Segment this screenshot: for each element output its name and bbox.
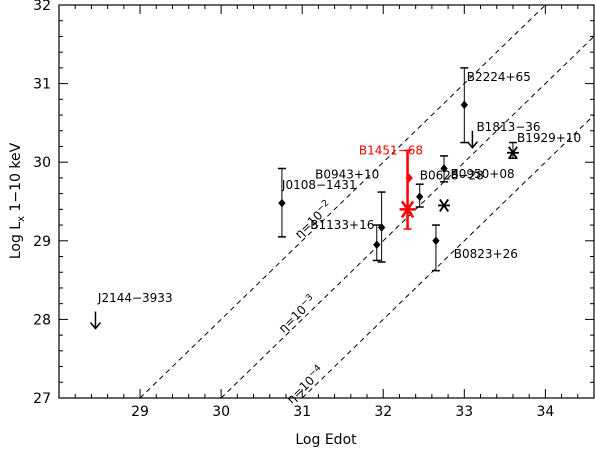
diamond-marker [416,192,424,202]
efficiency-line [301,114,595,399]
diamond-marker [278,198,286,208]
x-tick-label: 31 [293,404,311,420]
x-axis-title: Log Edot [295,432,357,448]
point-label: B1451−68 [359,143,423,157]
y-tick-label: 32 [33,0,51,14]
efficiency-line [139,4,546,399]
y-axis-title-sub: x [16,216,27,222]
diamond-marker [373,240,381,249]
y-tick-label: 27 [33,391,51,407]
y-tick-label: 31 [33,77,51,93]
y-axis-title-main: Log L [8,222,24,259]
diamond-marker [440,164,448,173]
axis-ticks: 29 30 31 32 33 34 27 28 29 30 31 32 [33,0,595,420]
point-label: J0108−1431 [281,178,357,192]
star-marker [508,146,518,160]
y-axis-title-rest: 1−10 keV [8,142,24,216]
diamond-marker [405,173,413,183]
y-tick-label: 29 [33,234,51,250]
y-axis-title: Log Lx 1−10 keV [8,142,27,259]
point-label: B2224+65 [467,70,531,84]
x-tick-label: 34 [536,404,554,420]
star-marker [400,200,415,219]
x-tick-label: 32 [374,404,392,420]
point-label: B1133+16 [310,218,374,232]
x-tick-label: 30 [212,404,230,420]
point-label: B0943+10 [315,168,379,182]
efficiency-lines: η=10−2η=10−3η=10−4 [139,4,595,406]
point-label: B0628−28 [420,168,484,182]
plot-frame [58,4,595,399]
y-tick-label: 30 [33,155,51,171]
efficiency-label: η=10−4 [283,363,327,406]
efficiency-label: η=10−3 [275,293,319,336]
diamond-marker [432,236,440,246]
star-marker [439,198,449,212]
efficiency-line [220,36,595,399]
point-label: B0950+08 [451,167,515,181]
x-tick-label: 33 [455,404,473,420]
point-label: B0823+26 [454,247,518,261]
upper-limit-arrowhead [466,141,478,149]
x-tick-label: 29 [131,404,149,420]
diamond-marker [377,223,386,232]
y-tick-label: 28 [33,312,51,328]
upper-limit-arrowhead [89,322,102,330]
point-label: B1813−36 [476,120,540,134]
point-label: J2144−3933 [97,291,173,305]
diamond-marker [460,100,468,110]
point-label: B1929+10 [517,131,581,145]
